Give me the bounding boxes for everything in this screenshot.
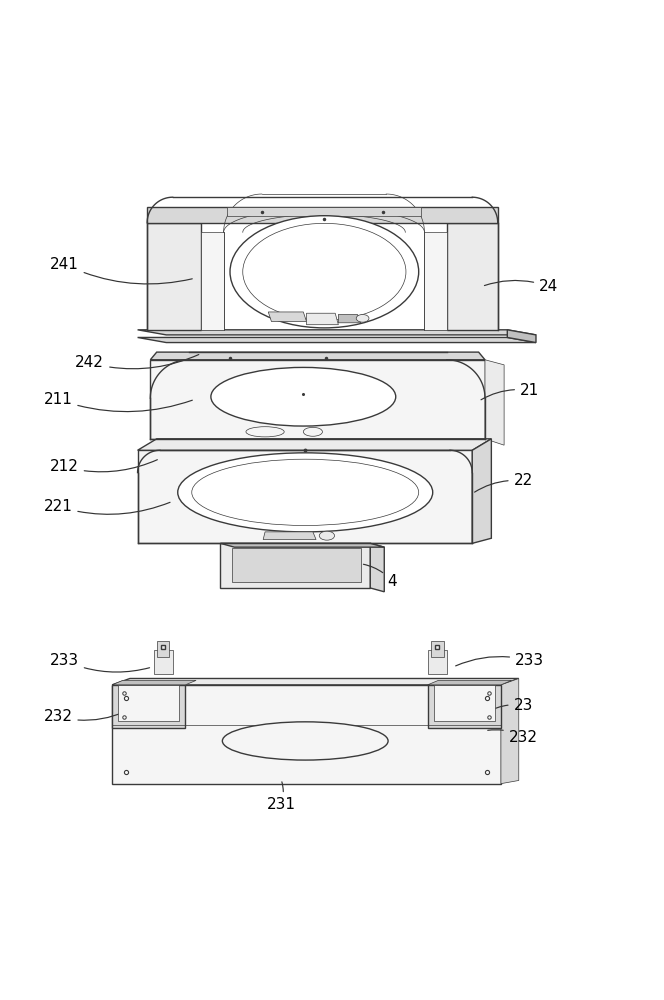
Text: 241: 241 bbox=[50, 257, 193, 284]
Polygon shape bbox=[118, 685, 179, 721]
Text: 232: 232 bbox=[43, 709, 125, 724]
Polygon shape bbox=[137, 439, 491, 450]
Text: 21: 21 bbox=[481, 383, 539, 400]
Polygon shape bbox=[157, 641, 169, 657]
Ellipse shape bbox=[319, 531, 335, 540]
Polygon shape bbox=[153, 650, 173, 674]
Polygon shape bbox=[201, 232, 224, 330]
Polygon shape bbox=[447, 223, 498, 330]
Polygon shape bbox=[431, 641, 444, 657]
Text: 212: 212 bbox=[50, 459, 157, 474]
Polygon shape bbox=[220, 543, 384, 547]
Polygon shape bbox=[307, 313, 339, 325]
Polygon shape bbox=[507, 330, 536, 343]
Polygon shape bbox=[112, 680, 196, 685]
Polygon shape bbox=[472, 439, 491, 543]
Polygon shape bbox=[150, 360, 485, 439]
Polygon shape bbox=[339, 315, 361, 323]
Ellipse shape bbox=[356, 315, 369, 322]
Text: 232: 232 bbox=[488, 730, 538, 745]
Ellipse shape bbox=[211, 367, 396, 426]
Text: 233: 233 bbox=[50, 653, 149, 672]
Text: 233: 233 bbox=[456, 653, 544, 668]
Polygon shape bbox=[485, 360, 504, 445]
Text: 22: 22 bbox=[475, 473, 533, 492]
Polygon shape bbox=[220, 543, 371, 588]
Text: 23: 23 bbox=[487, 698, 533, 713]
Polygon shape bbox=[112, 678, 519, 685]
Polygon shape bbox=[137, 450, 472, 543]
Polygon shape bbox=[428, 685, 501, 728]
Polygon shape bbox=[428, 680, 512, 685]
Ellipse shape bbox=[243, 223, 406, 320]
Ellipse shape bbox=[178, 453, 433, 532]
Polygon shape bbox=[147, 207, 498, 223]
Polygon shape bbox=[424, 232, 447, 330]
Polygon shape bbox=[232, 548, 361, 582]
Polygon shape bbox=[501, 678, 519, 784]
Ellipse shape bbox=[303, 427, 323, 436]
Ellipse shape bbox=[192, 459, 419, 525]
Polygon shape bbox=[428, 650, 447, 674]
Polygon shape bbox=[371, 543, 384, 592]
Polygon shape bbox=[147, 223, 201, 330]
Polygon shape bbox=[263, 532, 316, 540]
Text: 211: 211 bbox=[43, 392, 193, 412]
Polygon shape bbox=[150, 352, 485, 360]
Text: 24: 24 bbox=[485, 279, 558, 294]
Text: 231: 231 bbox=[266, 782, 295, 812]
Polygon shape bbox=[112, 685, 501, 784]
Polygon shape bbox=[112, 685, 185, 728]
Polygon shape bbox=[137, 337, 536, 343]
Text: 221: 221 bbox=[43, 499, 170, 514]
Ellipse shape bbox=[222, 722, 388, 760]
Ellipse shape bbox=[246, 427, 284, 437]
Polygon shape bbox=[268, 312, 307, 322]
Text: 4: 4 bbox=[363, 564, 397, 589]
Text: 242: 242 bbox=[75, 355, 199, 370]
Polygon shape bbox=[137, 330, 536, 335]
Ellipse shape bbox=[230, 216, 419, 328]
Polygon shape bbox=[434, 685, 495, 721]
Polygon shape bbox=[227, 207, 421, 216]
